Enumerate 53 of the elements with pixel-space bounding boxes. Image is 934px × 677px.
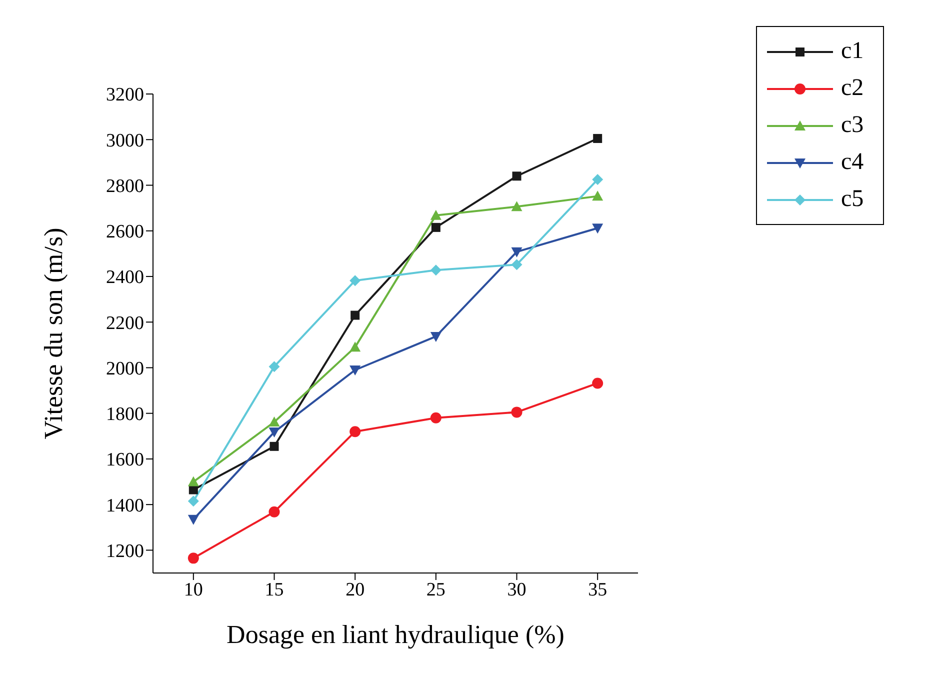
- point: [512, 172, 522, 181]
- point: [430, 264, 442, 276]
- y-tick-label: 1400: [106, 495, 144, 516]
- y-tick-label: 1200: [106, 540, 144, 562]
- point: [188, 476, 199, 486]
- point: [188, 514, 199, 525]
- point: [592, 174, 604, 186]
- x-tick-label: 20: [346, 579, 365, 600]
- point: [511, 201, 522, 212]
- point: [511, 259, 522, 270]
- y-tick-label: 3200: [106, 84, 144, 106]
- y-axis-title: Vitesse du son (m/s): [39, 228, 68, 440]
- x-tick-label: 15: [264, 579, 284, 600]
- y-tick-label: 2400: [106, 267, 144, 288]
- y-tick-label: 3000: [106, 130, 144, 152]
- point: [593, 134, 602, 143]
- point: [431, 222, 440, 232]
- point: [430, 332, 442, 342]
- legend-label: c5: [841, 186, 864, 213]
- point: [270, 442, 279, 451]
- x-tick-label: 25: [426, 579, 446, 600]
- x-tick-label: 10: [184, 579, 203, 600]
- y-tick-label: 1600: [106, 450, 144, 471]
- point: [350, 310, 360, 320]
- legend-label: c4: [841, 149, 864, 176]
- point: [592, 378, 604, 389]
- y-tick-label: 1800: [106, 404, 144, 426]
- y-tick-label: 2000: [106, 358, 144, 380]
- y-tick-label: 2200: [106, 312, 144, 334]
- point: [350, 275, 361, 286]
- point: [592, 190, 604, 201]
- legend-label: c2: [841, 75, 864, 102]
- point: [350, 365, 361, 376]
- y-tick-label: 2800: [106, 176, 144, 197]
- legend-label: c1: [841, 38, 864, 65]
- point: [268, 361, 280, 372]
- point: [268, 428, 280, 438]
- point: [430, 412, 442, 424]
- legend-label: c3: [841, 112, 864, 139]
- point: [511, 406, 522, 418]
- point: [511, 247, 522, 258]
- point: [188, 496, 199, 507]
- point: [268, 416, 280, 426]
- point: [430, 210, 442, 220]
- point: [592, 224, 604, 234]
- x-axis-title: Dosage en liant hydraulique (%): [226, 620, 564, 649]
- point: [268, 506, 280, 518]
- x-tick-label: 30: [507, 579, 526, 600]
- point: [350, 342, 361, 352]
- point: [188, 552, 199, 564]
- y-tick-label: 2600: [106, 222, 144, 243]
- x-tick-label: 35: [588, 579, 608, 600]
- point: [350, 426, 361, 438]
